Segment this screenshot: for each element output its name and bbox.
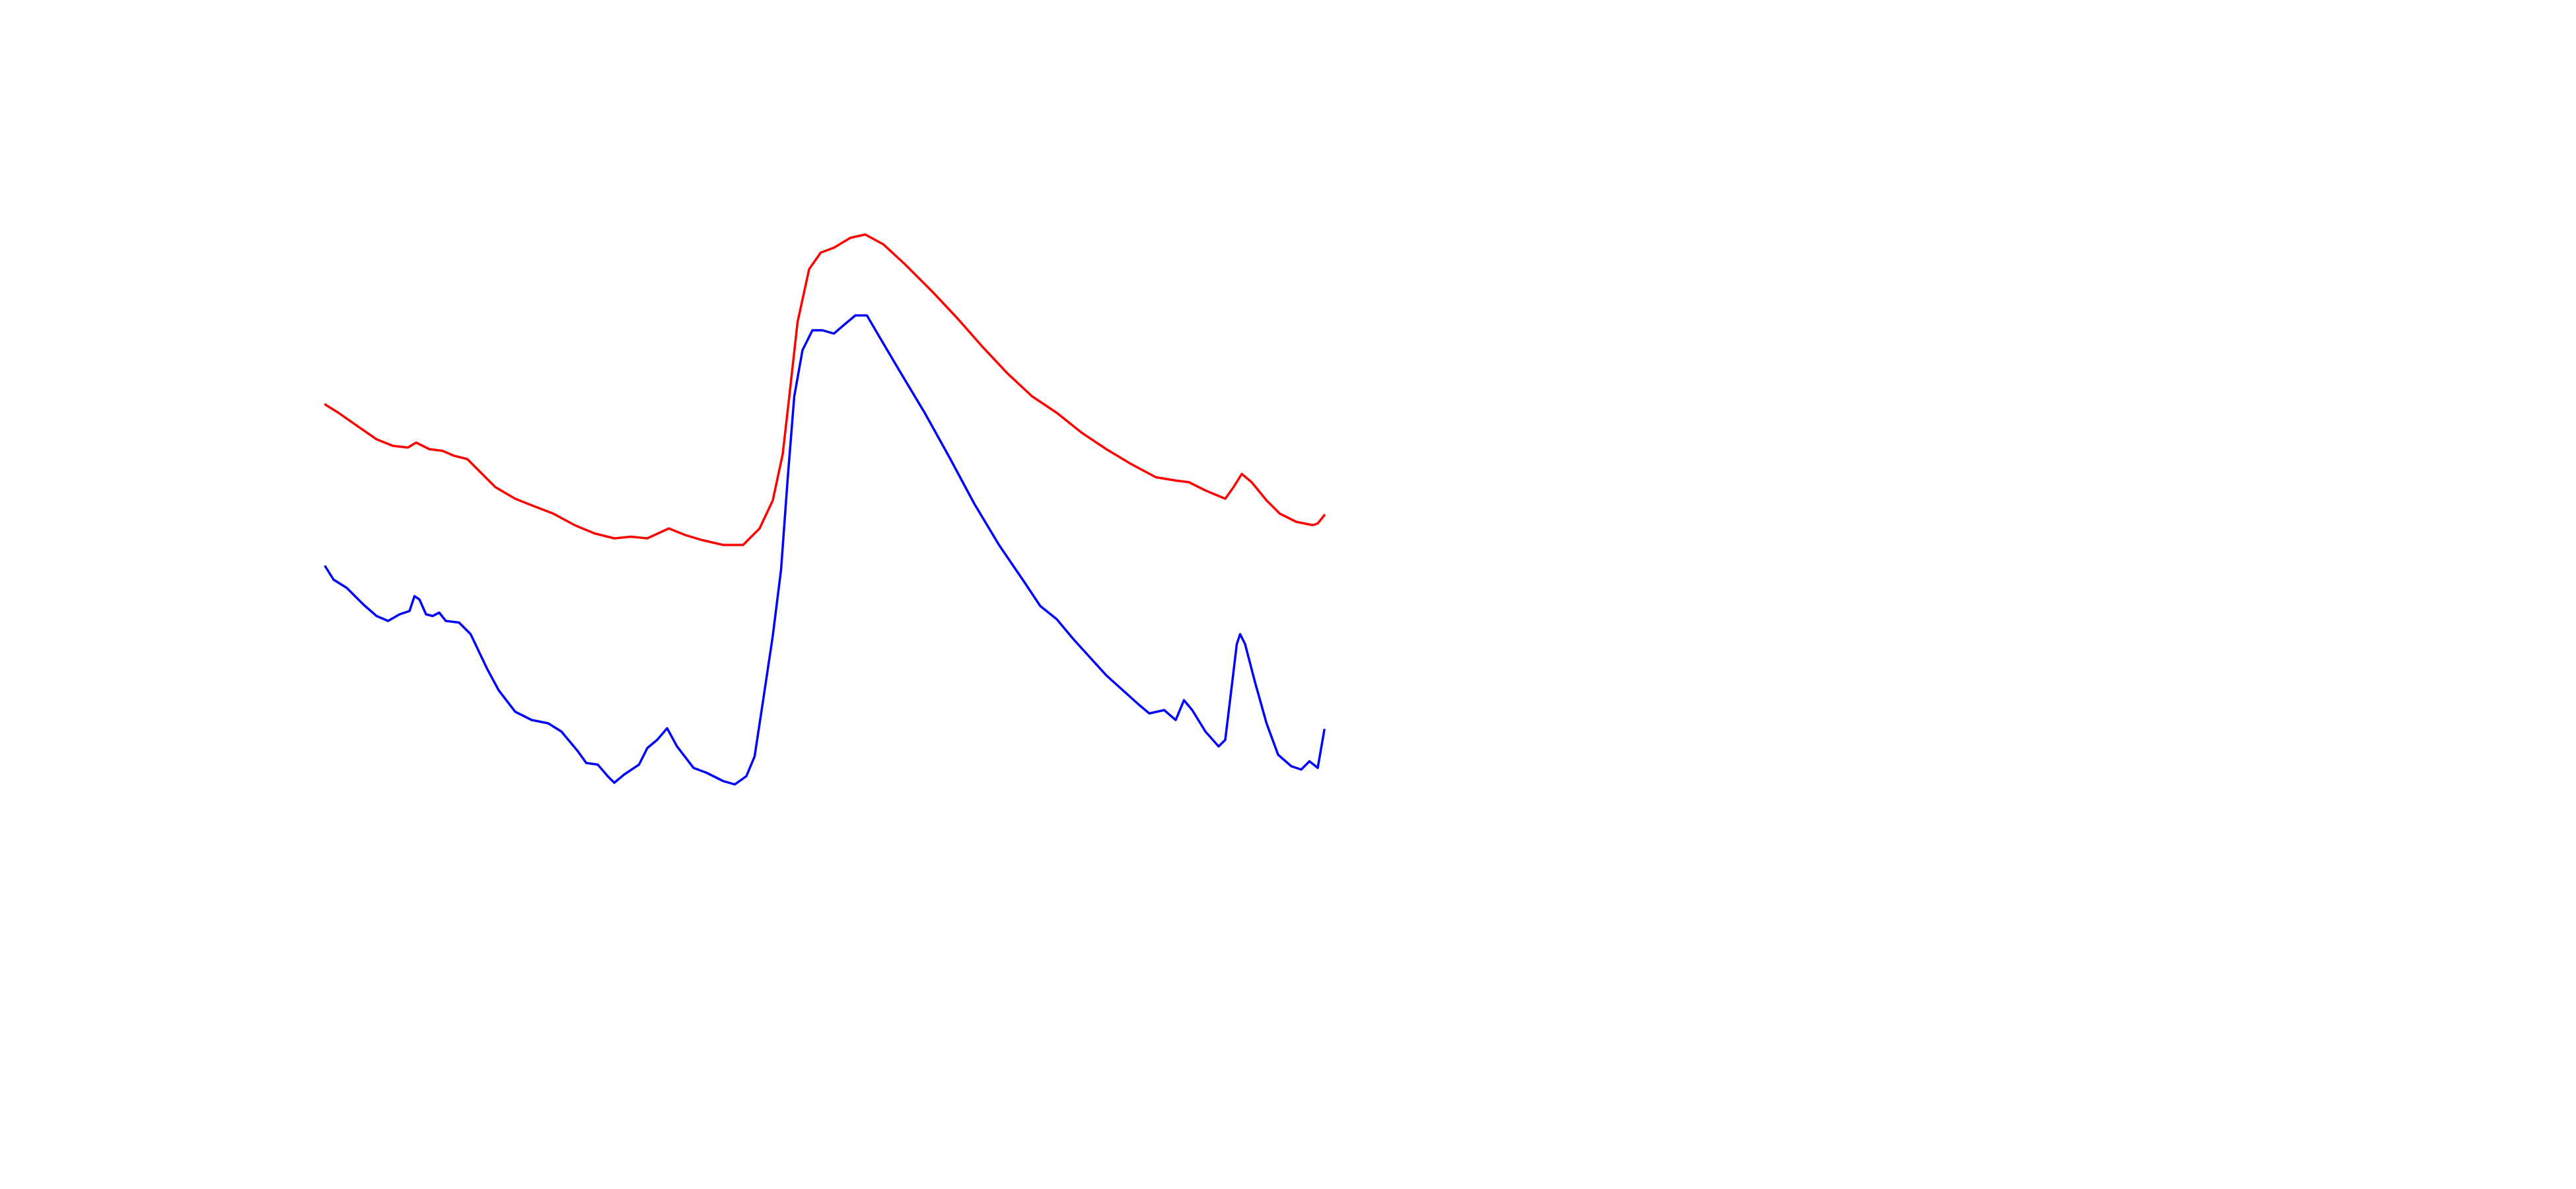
line-series bbox=[324, 314, 1326, 786]
line-series bbox=[324, 233, 1326, 546]
